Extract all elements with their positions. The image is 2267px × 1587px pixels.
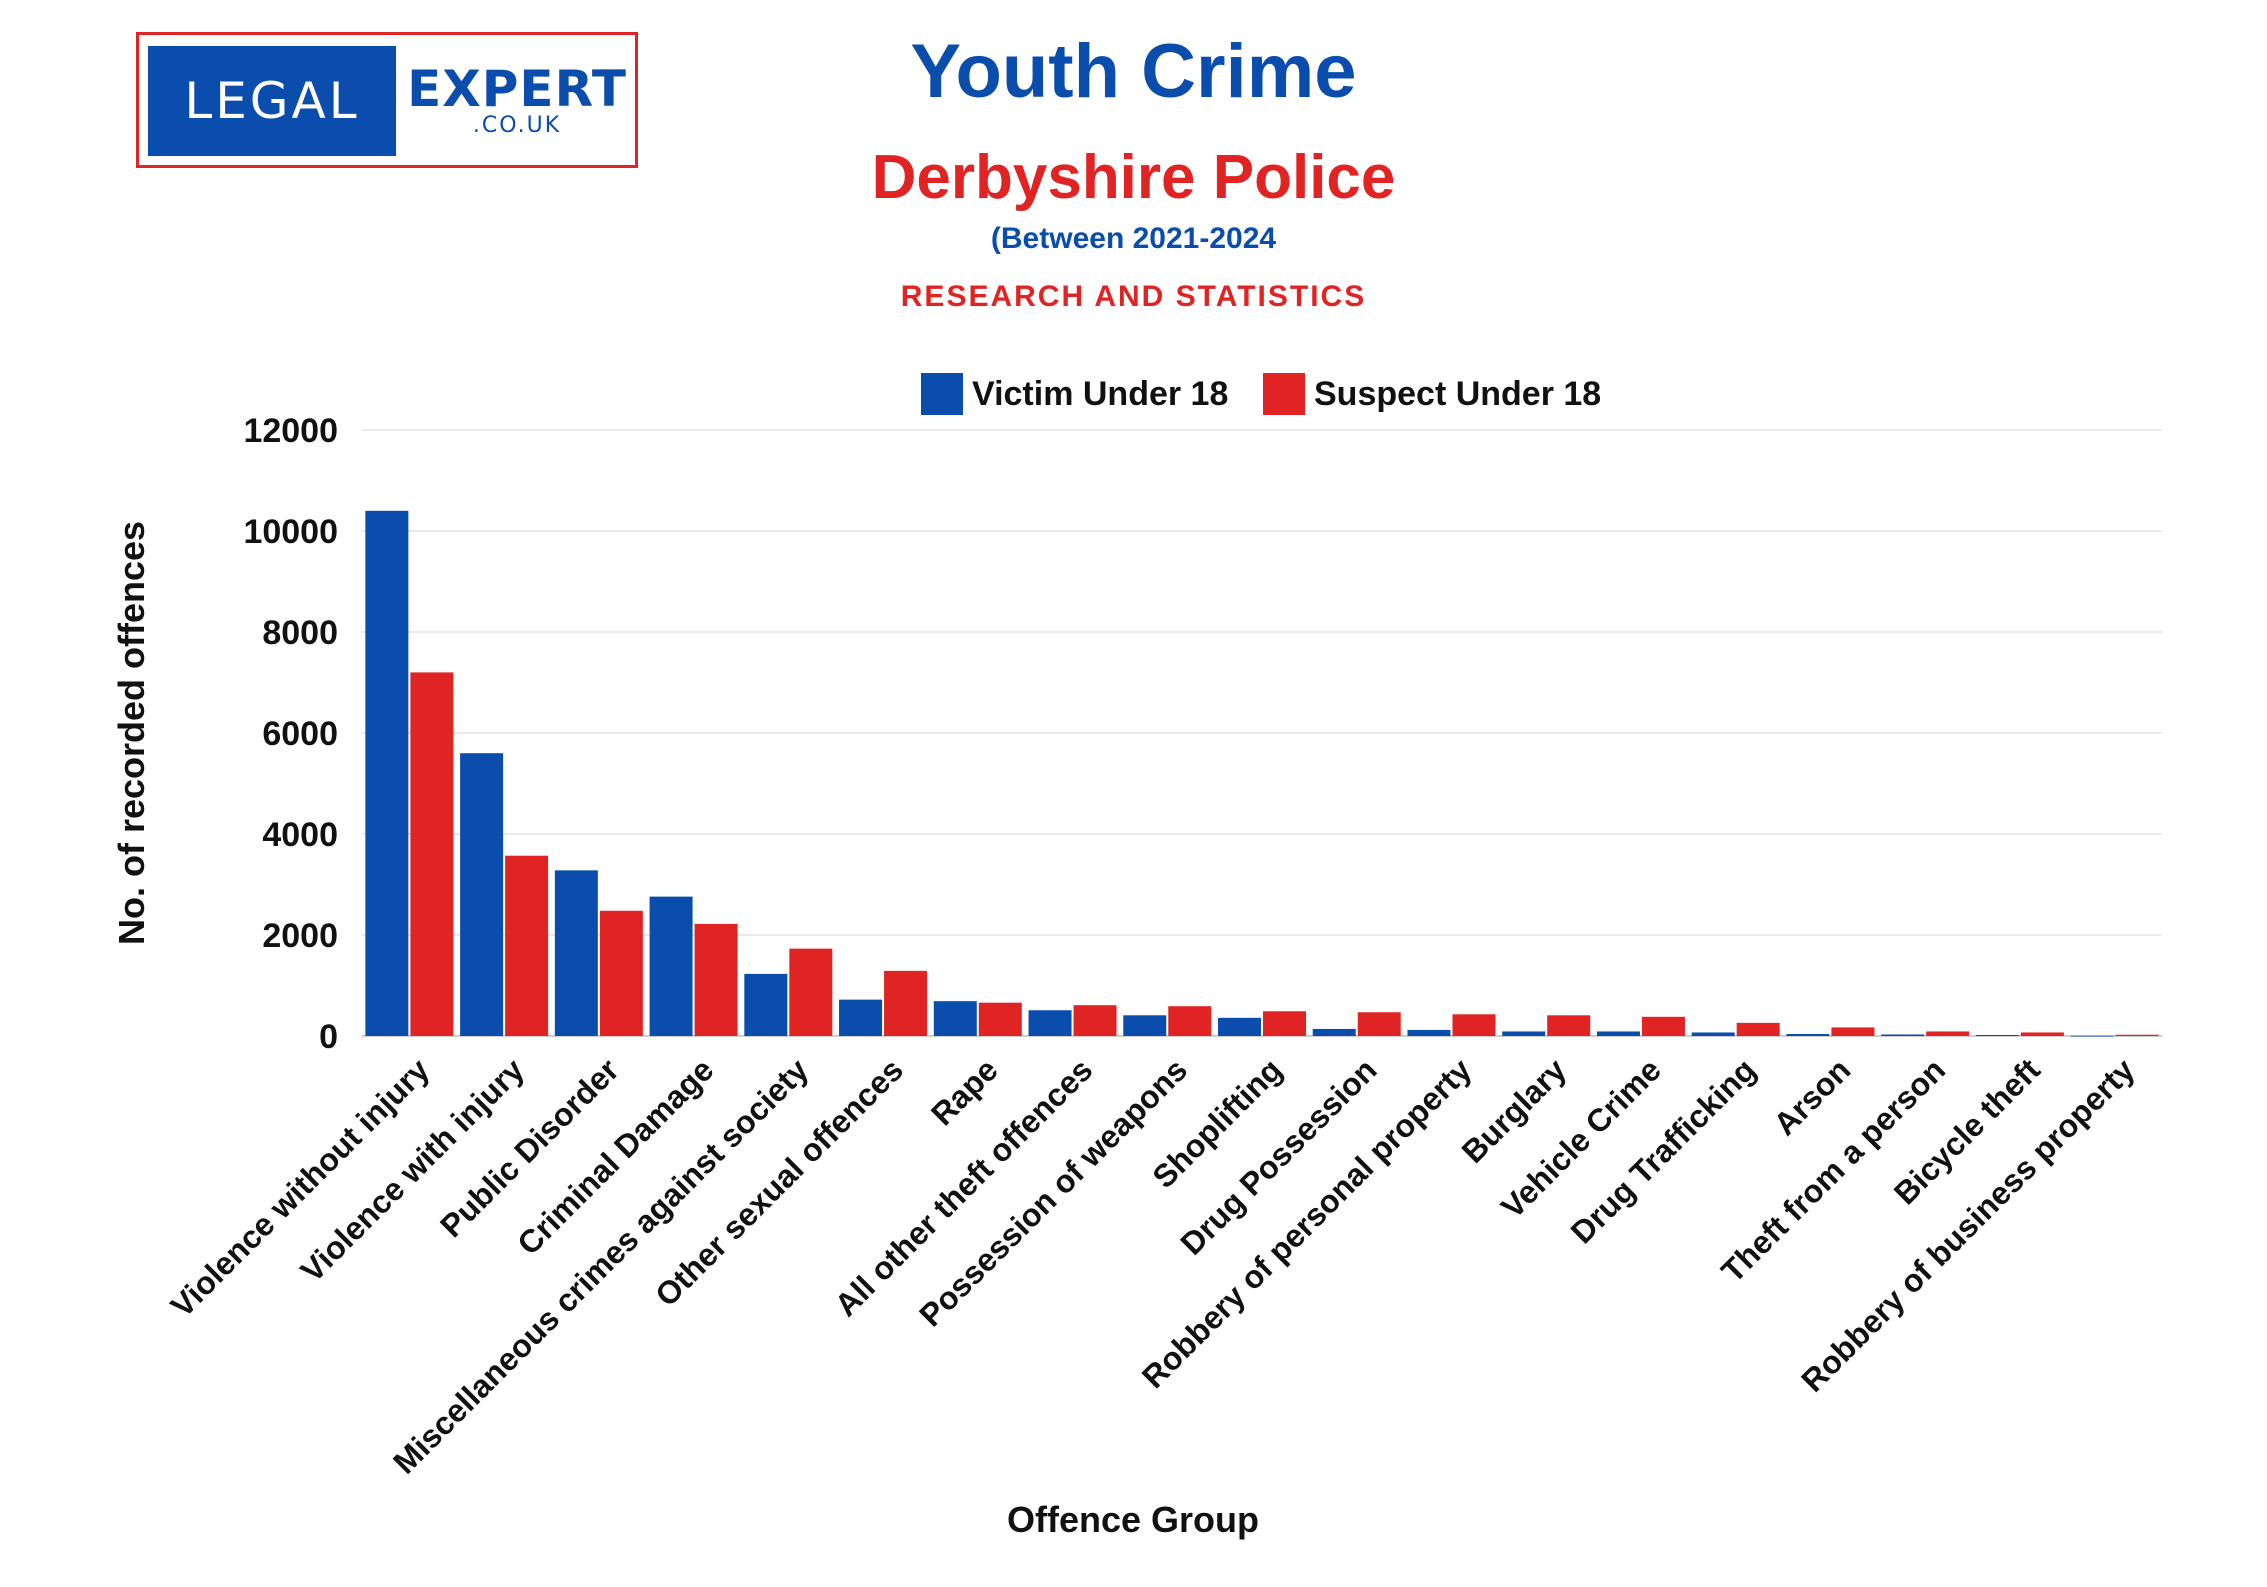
bar-suspect [1357,1012,1401,1036]
legend-suspect-label: Suspect Under 18 [1314,375,1601,413]
page-tagline: RESEARCH AND STATISTICS [900,280,1367,313]
bar-victim [1407,1029,1451,1036]
bar-suspect [1547,1015,1591,1036]
legend-victim-swatch [921,373,963,415]
bar-victim [365,510,409,1036]
bar-suspect [2115,1034,2159,1036]
bar-victim [1123,1015,1167,1036]
bar-victim [1975,1034,2019,1036]
bar-victim [649,896,693,1036]
bar-suspect [1926,1031,1970,1036]
bar-suspect [1831,1027,1875,1036]
logo-right-block: EXPERT .CO.UK [407,60,627,139]
x-tick-label: Robbery of business property [1794,1051,2141,1398]
bar-victim [839,999,883,1036]
page-subtitle: Derbyshire Police [871,143,1396,212]
bar-suspect [789,948,833,1036]
y-tick-label: 12000 [243,412,338,450]
bar-victim [554,870,598,1036]
y-tick-label: 10000 [243,513,338,551]
bar-suspect [978,1002,1022,1036]
x-axis-label: Offence Group [1007,1499,1259,1540]
bar-victim [2070,1035,2114,1037]
bar-victim [1691,1032,1735,1036]
y-tick-label: 8000 [262,614,338,652]
logo-word-expert: EXPERT [407,60,627,118]
bar-victim [744,973,788,1036]
x-tick-label: Rape [924,1051,1005,1132]
bar-victim [1312,1028,1356,1036]
x-tick-label: Arson [1767,1051,1858,1142]
bar-victim [1786,1033,1830,1036]
bar-suspect [1073,1005,1117,1036]
logo-domain: .CO.UK [472,113,562,138]
legal-expert-logo[interactable]: LEGAL EXPERT .CO.UK [136,32,638,168]
bar-suspect [694,923,738,1036]
x-tick-label: Public Disorder [433,1051,626,1244]
y-axis-label: No. of recorded offences [111,521,152,945]
bar-suspect [1263,1011,1306,1036]
page-title: Youth Crime [910,29,1357,114]
bar-suspect [1736,1022,1780,1036]
bar-suspect [599,910,643,1036]
y-tick-label: 0 [319,1018,338,1056]
bar-victim [1881,1034,1925,1036]
bar-victim [1028,1010,1072,1036]
bar-suspect [505,855,549,1036]
bar-victim [1218,1017,1261,1036]
bar-victim [460,753,504,1036]
legend-suspect-swatch [1263,373,1305,415]
bar-victim [1596,1031,1640,1036]
y-tick-label: 4000 [262,816,338,854]
y-tick-label: 6000 [262,715,338,753]
bar-suspect [1452,1014,1496,1036]
bar-suspect [884,970,928,1036]
bar-suspect [410,672,454,1036]
x-tick-label: Vehicle Crime [1494,1051,1668,1225]
bar-victim [1502,1031,1546,1036]
bar-suspect [1641,1016,1685,1036]
logo-word-legal: LEGAL [148,46,396,156]
bar-suspect [1168,1006,1212,1036]
legend-victim-label: Victim Under 18 [972,375,1228,413]
bar-suspect [2020,1032,2064,1036]
page-period: (Between 2021-2024 [990,222,1277,255]
y-tick-label: 2000 [262,917,338,955]
bar-victim [933,1001,977,1036]
